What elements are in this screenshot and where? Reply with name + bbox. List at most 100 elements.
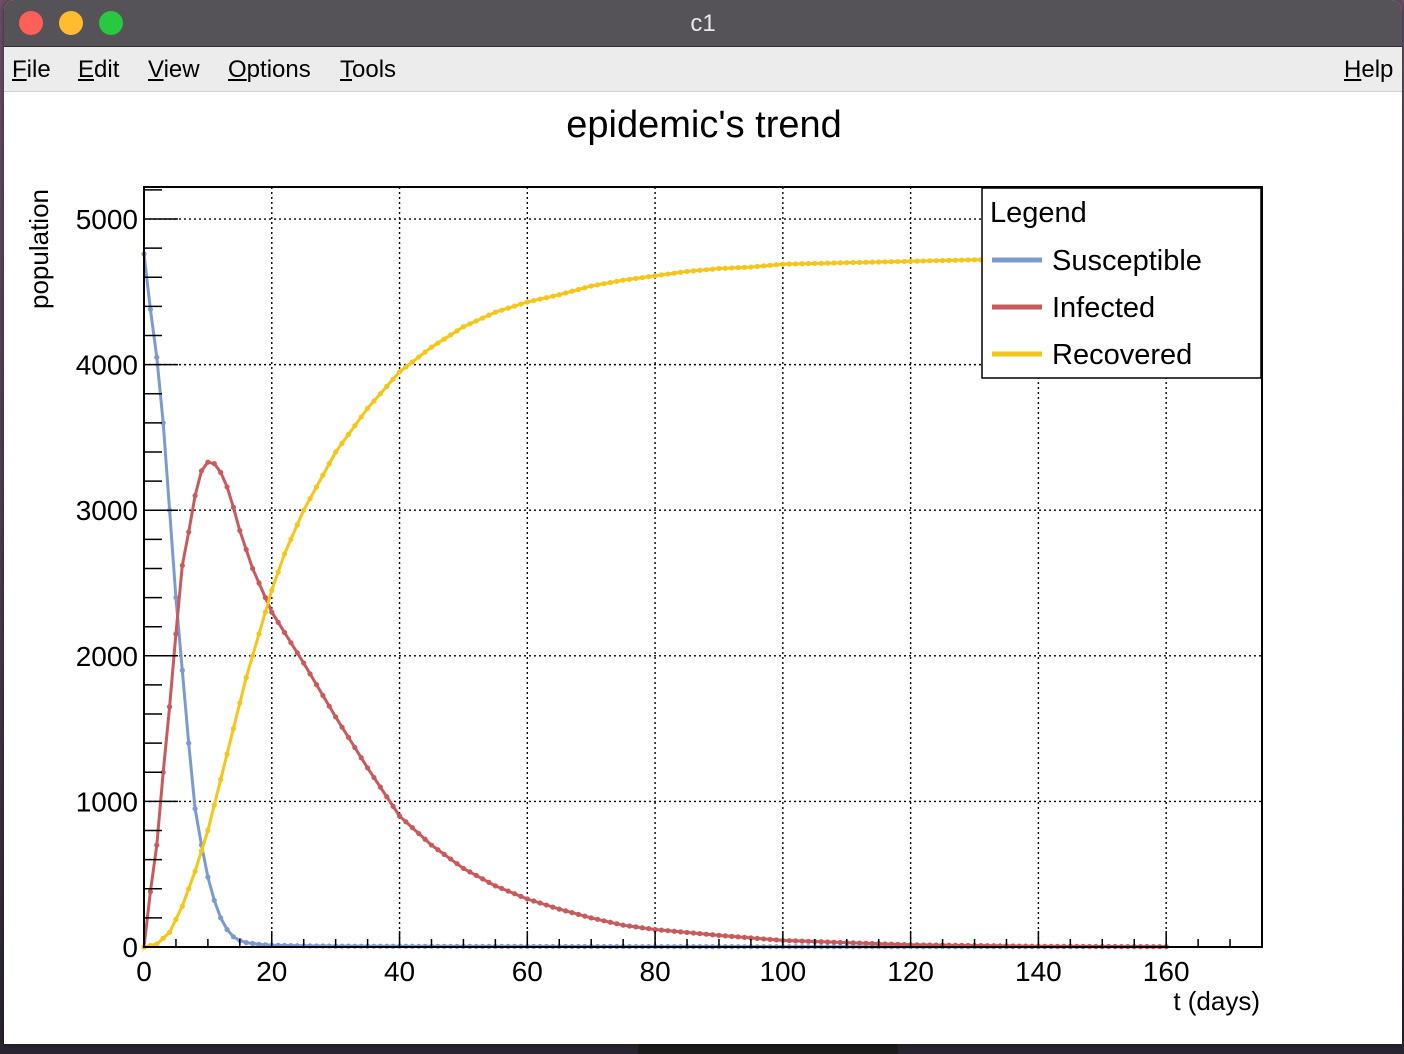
series-recovered [141, 255, 1169, 950]
data-point [218, 915, 224, 921]
data-point [856, 940, 863, 946]
data-point [358, 414, 364, 420]
data-point [250, 565, 256, 572]
data-point [243, 675, 249, 681]
data-point [448, 856, 454, 862]
data-point [563, 908, 569, 914]
menu-file[interactable]: File [12, 56, 51, 83]
data-point [601, 281, 607, 287]
data-point [620, 922, 626, 928]
data-point [959, 257, 965, 263]
data-point [333, 449, 339, 455]
data-point [224, 484, 230, 490]
data-point [863, 259, 869, 265]
data-point [646, 926, 652, 932]
data-point [416, 354, 422, 360]
data-point [684, 268, 690, 275]
data-point [684, 929, 690, 936]
menu-view[interactable]: View [148, 56, 200, 83]
data-point [179, 562, 185, 569]
data-point [186, 529, 192, 535]
data-point [230, 726, 237, 732]
data-point [882, 941, 888, 947]
data-point [243, 940, 249, 946]
y-axis-label: population [24, 189, 54, 309]
data-point [607, 919, 613, 925]
data-point [850, 940, 856, 946]
data-point [518, 893, 524, 899]
menu-options[interactable]: Options [228, 56, 311, 83]
data-point [537, 900, 543, 906]
data-point [384, 794, 390, 800]
menu-edit[interactable]: Edit [78, 56, 120, 83]
data-point [678, 929, 684, 935]
data-point [288, 536, 294, 542]
data-point [582, 285, 588, 291]
x-axis-label: t (days) [1173, 986, 1260, 1016]
data-point [205, 874, 211, 880]
data-point [761, 263, 767, 269]
data-point [416, 830, 422, 837]
data-point [927, 258, 933, 264]
data-point [262, 594, 268, 601]
close-window-button[interactable] [19, 11, 43, 35]
data-point [403, 819, 409, 825]
data-point [422, 836, 428, 842]
data-point [620, 277, 626, 283]
plot-frame [143, 186, 1263, 948]
data-point [467, 869, 473, 875]
legend-label-recovered: Recovered [1052, 339, 1192, 371]
data-point [186, 740, 192, 746]
data-point [735, 934, 741, 940]
x-tick-label: 80 [640, 956, 671, 987]
data-point [869, 940, 875, 947]
data-point [224, 751, 230, 757]
data-point [805, 260, 812, 267]
data-point [537, 296, 543, 302]
data-point [435, 340, 441, 346]
data-point [793, 261, 799, 267]
data-point [914, 258, 920, 264]
data-point [339, 724, 345, 730]
data-point [665, 271, 671, 277]
menu-tools[interactable]: Tools [340, 56, 397, 83]
data-point [173, 916, 179, 922]
data-point [709, 932, 716, 938]
data-point [773, 937, 780, 943]
data-point [946, 257, 952, 263]
data-point [658, 927, 665, 933]
y-tick-label: 4000 [76, 350, 138, 381]
data-point [722, 265, 728, 271]
y-tick-label: 0 [122, 932, 138, 963]
title-bar[interactable]: c1 [4, 0, 1402, 47]
data-point [230, 504, 237, 510]
data-point [652, 273, 658, 279]
menu-help[interactable]: Help [1344, 56, 1394, 83]
data-point [837, 939, 843, 946]
data-point [824, 939, 831, 945]
data-point [614, 278, 620, 284]
data-point [179, 667, 185, 673]
data-point [550, 293, 556, 299]
data-point [550, 904, 556, 910]
menu-bar: File Edit View Options Tools Help [4, 47, 1402, 92]
legend[interactable]: Legend Susceptible Infected Recovered [981, 187, 1262, 379]
data-point [888, 941, 895, 947]
data-point [569, 288, 575, 294]
data-point [709, 266, 716, 272]
minimize-window-button[interactable] [59, 11, 83, 35]
data-point [371, 774, 377, 781]
data-point [524, 896, 530, 902]
data-point [269, 609, 275, 615]
data-point [761, 936, 767, 942]
data-point [211, 802, 217, 808]
data-point [786, 938, 792, 944]
data-point [863, 940, 869, 946]
zoom-window-button[interactable] [99, 11, 123, 35]
data-point [479, 876, 486, 882]
data-point [307, 671, 313, 677]
plot-canvas[interactable]: epidemic's trend 0 20 40 60 80 100 120 140 160 0 1… [4, 92, 1402, 1044]
data-point [384, 383, 390, 390]
data-point [256, 631, 262, 637]
data-point [716, 932, 722, 938]
